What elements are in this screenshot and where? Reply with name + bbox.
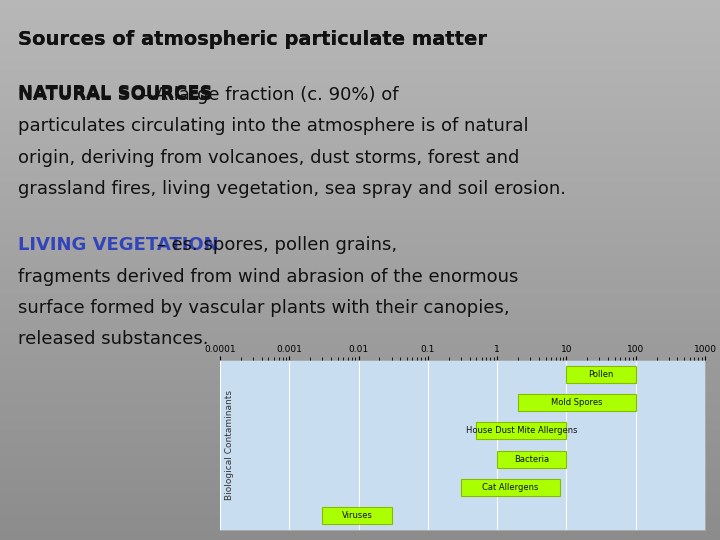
Text: fragments derived from wind abrasion of the enormous: fragments derived from wind abrasion of … bbox=[18, 268, 518, 286]
Text: Sources of atmospheric particulate matter: Sources of atmospheric particulate matte… bbox=[18, 30, 487, 49]
Bar bbox=[518, 394, 636, 411]
Text: Biological Contaminants: Biological Contaminants bbox=[225, 390, 233, 500]
Text: Sources of atmospheric particulate matter: Sources of atmospheric particulate matte… bbox=[18, 30, 487, 49]
Bar bbox=[497, 451, 567, 468]
Text: Pollen: Pollen bbox=[588, 370, 613, 379]
Text: NATURAL SOURCES: NATURAL SOURCES bbox=[18, 86, 212, 104]
Text: – A large fraction (c. 90%) of: – A large fraction (c. 90%) of bbox=[135, 86, 398, 104]
Text: released substances.: released substances. bbox=[18, 330, 209, 348]
Bar bbox=[461, 479, 559, 496]
Text: Cat Allergens: Cat Allergens bbox=[482, 483, 539, 492]
Text: House Dust Mite Allergens: House Dust Mite Allergens bbox=[466, 427, 577, 435]
Bar bbox=[477, 422, 567, 440]
Text: origin, deriving from volcanoes, dust storms, forest and: origin, deriving from volcanoes, dust st… bbox=[18, 148, 519, 167]
Text: Bacteria: Bacteria bbox=[514, 455, 549, 464]
Bar bbox=[323, 508, 392, 524]
Text: particulates circulating into the atmosphere is of natural: particulates circulating into the atmosp… bbox=[18, 117, 528, 136]
Text: – es. spores, pollen grains,: – es. spores, pollen grains, bbox=[150, 237, 397, 254]
Text: NATURAL SOURCES: NATURAL SOURCES bbox=[18, 84, 212, 102]
Text: Mold Spores: Mold Spores bbox=[551, 398, 603, 407]
Text: LIVING VEGETATION: LIVING VEGETATION bbox=[18, 237, 219, 254]
Text: Viruses: Viruses bbox=[341, 511, 372, 521]
Text: grassland fires, living vegetation, sea spray and soil erosion.: grassland fires, living vegetation, sea … bbox=[18, 180, 566, 198]
Text: surface formed by vascular plants with their canopies,: surface formed by vascular plants with t… bbox=[18, 299, 510, 317]
Bar bbox=[567, 366, 636, 383]
